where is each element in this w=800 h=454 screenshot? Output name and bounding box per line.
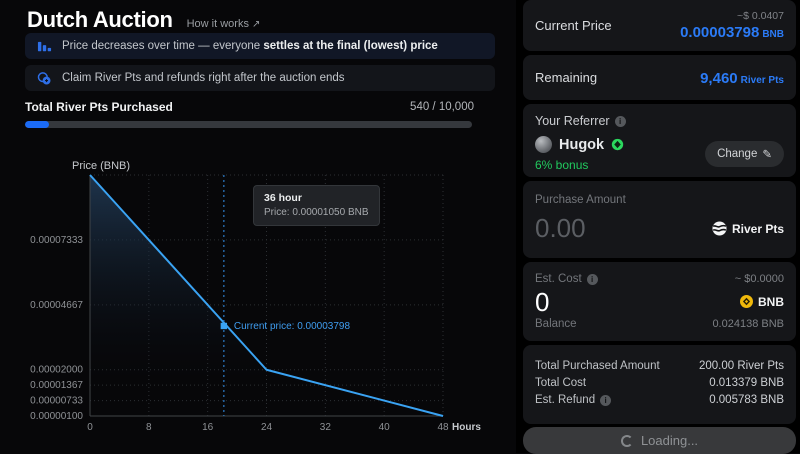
referrer-card: Your Referrer i Hugok 6% bonus Change ✎ bbox=[523, 104, 796, 177]
bar-chart-icon bbox=[37, 41, 52, 51]
referrer-label-row: Your Referrer i bbox=[535, 114, 784, 128]
referrer-label: Your Referrer bbox=[535, 114, 610, 128]
est-cost-usd: ~ $0.0000 bbox=[734, 273, 784, 285]
summary-card: Total Purchased Amount 200.00 River Pts … bbox=[523, 345, 796, 424]
current-price-label: Current Price bbox=[535, 18, 612, 33]
river-pts-icon bbox=[712, 221, 727, 236]
info-icon[interactable]: i bbox=[600, 394, 612, 406]
current-price-value: 0.00003798 BNB bbox=[680, 24, 784, 41]
balance-value: 0.024138 BNB bbox=[712, 318, 784, 330]
auction-main: Dutch Auction How it works ↗ Price decrea… bbox=[25, 7, 500, 447]
progress-fill bbox=[25, 121, 50, 128]
current-price-chart-label: Current price: 0.00003798 bbox=[234, 321, 351, 332]
total-cost-value: 0.013379 BNB bbox=[709, 377, 784, 389]
current-price-marker bbox=[220, 322, 228, 330]
current-price-usd: ~$ 0.0407 bbox=[736, 10, 784, 22]
change-referrer-button[interactable]: Change ✎ bbox=[705, 141, 784, 167]
how-it-works-link[interactable]: How it works ↗ bbox=[186, 18, 261, 30]
info-icon[interactable]: i bbox=[586, 273, 598, 285]
svg-text:0.00007333: 0.00007333 bbox=[30, 235, 83, 246]
referrer-name: Hugok bbox=[559, 136, 605, 153]
svg-text:24: 24 bbox=[261, 422, 273, 433]
est-cost-value: 0 bbox=[535, 286, 550, 317]
tooltip-price: Price: 0.00001050 BNB bbox=[264, 207, 369, 218]
price-chart-canvas[interactable]: 0.00007333 0.00004667 0.00002000 0.00001367… bbox=[30, 155, 500, 447]
progress-label: Total River Pts Purchased bbox=[25, 100, 173, 114]
svg-text:48: 48 bbox=[437, 422, 449, 433]
notice-text: Claim River Pts and refunds right after … bbox=[62, 72, 345, 84]
svg-text:32: 32 bbox=[320, 422, 332, 433]
est-cost-label-row: Est. Cost i bbox=[535, 273, 598, 285]
svg-text:16: 16 bbox=[202, 422, 214, 433]
referrer-bonus: 6% bonus bbox=[535, 158, 589, 172]
summary-row: Est. Refund i 0.005783 BNB bbox=[535, 393, 784, 407]
summary-row: Total Cost 0.013379 BNB bbox=[535, 376, 784, 390]
page-header: Dutch Auction How it works ↗ bbox=[27, 7, 260, 33]
est-refund-label-row: Est. Refund i bbox=[535, 394, 612, 406]
svg-text:0.00004667: 0.00004667 bbox=[30, 300, 83, 311]
tooltip-title: 36 hour bbox=[264, 192, 302, 204]
total-purchased-label: Total Purchased Amount bbox=[535, 360, 660, 372]
chart-tooltip: 36 hour Price: 0.00001050 BNB bbox=[253, 185, 380, 226]
total-cost-label: Total Cost bbox=[535, 377, 587, 389]
remaining-value: 9,460 River Pts bbox=[700, 70, 784, 87]
verified-badge-icon bbox=[611, 138, 624, 151]
loading-button[interactable]: Loading... bbox=[523, 427, 796, 454]
remaining-card: Remaining 9,460 River Pts bbox=[523, 55, 796, 100]
svg-text:0.00000100: 0.00000100 bbox=[30, 411, 83, 422]
external-link-icon: ↗ bbox=[251, 19, 261, 30]
svg-text:0.00000733: 0.00000733 bbox=[30, 396, 83, 407]
progress-value: 540 / 10,000 bbox=[410, 101, 474, 113]
purchase-amount-card: Purchase Amount 0.00 River Pts bbox=[523, 181, 796, 258]
price-line bbox=[89, 174, 444, 417]
svg-text:Hours: Hours bbox=[452, 422, 481, 433]
remaining-label: Remaining bbox=[535, 70, 598, 85]
cost-token: BNB bbox=[740, 295, 784, 309]
purchase-token: River Pts bbox=[712, 221, 784, 236]
svg-text:0.00001367: 0.00001367 bbox=[30, 380, 83, 391]
est-cost-card: Est. Cost i ~ $0.0000 0 BNB Balance 0.024… bbox=[523, 262, 796, 341]
purchase-amount-input[interactable]: 0.00 bbox=[535, 213, 586, 243]
current-price-card: Current Price ~$ 0.0407 0.00003798 BNB bbox=[523, 0, 796, 51]
price-chart: 0.00007333 0.00004667 0.00002000 0.00001367… bbox=[30, 155, 500, 447]
referrer-row: Hugok 6% bonus Change ✎ bbox=[535, 136, 784, 172]
svg-text:0.00002000: 0.00002000 bbox=[30, 365, 83, 376]
chart-y-axis-title: Price (BNB) bbox=[72, 160, 130, 172]
summary-row: Total Purchased Amount 200.00 River Pts bbox=[535, 359, 784, 373]
page-title: Dutch Auction bbox=[27, 7, 173, 32]
coins-icon bbox=[37, 71, 51, 84]
balance-label: Balance bbox=[535, 318, 577, 330]
pencil-icon: ✎ bbox=[762, 149, 772, 161]
notice-text: Price decreases over time — everyone set… bbox=[62, 40, 438, 52]
purchase-panel: Current Price ~$ 0.0407 0.00003798 BNB Re… bbox=[516, 0, 800, 454]
referrer-avatar bbox=[535, 136, 552, 153]
spinner-icon bbox=[620, 434, 633, 447]
notice-claim-refunds: Claim River Pts and refunds right after … bbox=[25, 65, 495, 91]
bnb-icon bbox=[740, 295, 753, 308]
progress-bar bbox=[25, 121, 472, 128]
svg-text:40: 40 bbox=[379, 422, 391, 433]
purchase-amount-label: Purchase Amount bbox=[535, 194, 626, 206]
svg-text:0: 0 bbox=[87, 422, 93, 433]
info-icon[interactable]: i bbox=[614, 115, 626, 127]
referrer-identity: Hugok bbox=[535, 136, 624, 153]
est-refund-value: 0.005783 BNB bbox=[709, 394, 784, 406]
svg-text:8: 8 bbox=[146, 422, 152, 433]
total-purchased-value: 200.00 River Pts bbox=[698, 360, 784, 372]
notice-price-decreases: Price decreases over time — everyone set… bbox=[25, 33, 495, 59]
